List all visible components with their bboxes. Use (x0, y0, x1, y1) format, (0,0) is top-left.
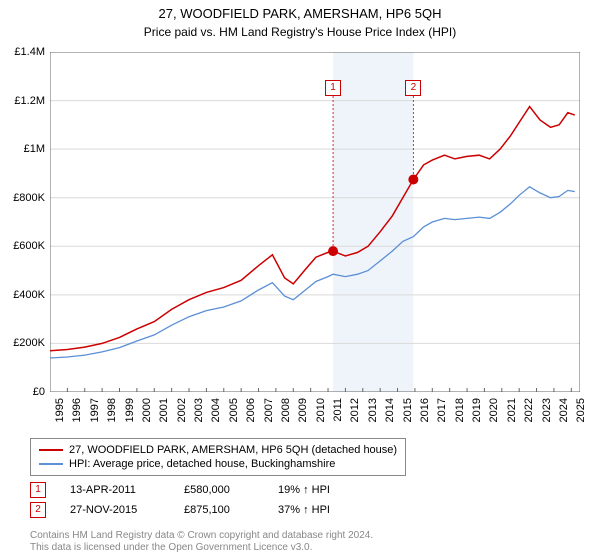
y-tick-label: £1M (0, 143, 45, 155)
x-tick-label: 1995 (54, 398, 66, 438)
x-tick-label: 2014 (384, 398, 396, 438)
x-tick-label: 2006 (245, 398, 257, 438)
legend-row: 27, WOODFIELD PARK, AMERSHAM, HP6 5QH (d… (39, 443, 397, 457)
sale-price: £580,000 (184, 484, 254, 496)
x-tick-label: 2017 (436, 398, 448, 438)
sale-date: 13-APR-2011 (70, 484, 160, 496)
chart-title: 27, WOODFIELD PARK, AMERSHAM, HP6 5QH (0, 0, 600, 23)
x-tick-label: 1997 (89, 398, 101, 438)
x-tick-label: 1996 (71, 398, 83, 438)
x-tick-label: 2023 (541, 398, 553, 438)
sales-table: 1 13-APR-2011 £580,000 19% ↑ HPI 2 27-NOV-201… (30, 480, 358, 520)
sale-row-marker: 2 (30, 502, 46, 518)
x-tick-label: 2007 (263, 398, 275, 438)
chart-svg (50, 52, 580, 392)
sale-row: 2 27-NOV-2015 £875,100 37% ↑ HPI (30, 500, 358, 520)
plot-area (50, 52, 580, 392)
x-tick-label: 2011 (332, 398, 344, 438)
x-tick-label: 2019 (471, 398, 483, 438)
y-tick-label: £1.2M (0, 95, 45, 107)
y-tick-label: £200K (0, 337, 45, 349)
x-tick-label: 2020 (488, 398, 500, 438)
sale-row: 1 13-APR-2011 £580,000 19% ↑ HPI (30, 480, 358, 500)
y-tick-label: £0 (0, 386, 45, 398)
sale-row-marker: 1 (30, 482, 46, 498)
footer-line2: This data is licensed under the Open Gov… (30, 542, 373, 554)
y-tick-label: £400K (0, 289, 45, 301)
x-tick-label: 2010 (315, 398, 327, 438)
x-tick-label: 2002 (176, 398, 188, 438)
x-tick-label: 1998 (106, 398, 118, 438)
footer-line1: Contains HM Land Registry data © Crown c… (30, 530, 373, 542)
x-tick-label: 2015 (402, 398, 414, 438)
x-tick-label: 1999 (124, 398, 136, 438)
x-tick-label: 2021 (506, 398, 518, 438)
x-tick-label: 2018 (454, 398, 466, 438)
legend: 27, WOODFIELD PARK, AMERSHAM, HP6 5QH (d… (30, 438, 406, 476)
x-tick-label: 2003 (193, 398, 205, 438)
y-tick-label: £1.4M (0, 46, 45, 58)
x-tick-label: 2012 (349, 398, 361, 438)
chart-container: 27, WOODFIELD PARK, AMERSHAM, HP6 5QH Pr… (0, 0, 600, 560)
x-tick-label: 2016 (419, 398, 431, 438)
legend-swatch (39, 463, 63, 465)
footer-attribution: Contains HM Land Registry data © Crown c… (30, 530, 373, 554)
x-tick-label: 2001 (158, 398, 170, 438)
x-tick-label: 2009 (297, 398, 309, 438)
x-tick-label: 2004 (210, 398, 222, 438)
legend-label: 27, WOODFIELD PARK, AMERSHAM, HP6 5QH (d… (69, 444, 397, 456)
y-tick-label: £600K (0, 240, 45, 252)
legend-label: HPI: Average price, detached house, Buck… (69, 458, 335, 470)
x-tick-label: 2008 (280, 398, 292, 438)
x-tick-label: 2013 (367, 398, 379, 438)
sale-date: 27-NOV-2015 (70, 504, 160, 516)
x-tick-label: 2025 (575, 398, 587, 438)
sale-price: £875,100 (184, 504, 254, 516)
x-tick-label: 2005 (228, 398, 240, 438)
chart-subtitle: Price paid vs. HM Land Registry's House … (0, 23, 600, 39)
sale-marker-box: 1 (325, 80, 341, 96)
x-tick-label: 2024 (558, 398, 570, 438)
legend-row: HPI: Average price, detached house, Buck… (39, 457, 397, 471)
y-tick-label: £800K (0, 192, 45, 204)
sale-hpi: 19% ↑ HPI (278, 484, 358, 496)
legend-swatch (39, 449, 63, 451)
x-tick-label: 2000 (141, 398, 153, 438)
sale-marker-box: 2 (405, 80, 421, 96)
x-tick-label: 2022 (523, 398, 535, 438)
sale-hpi: 37% ↑ HPI (278, 504, 358, 516)
